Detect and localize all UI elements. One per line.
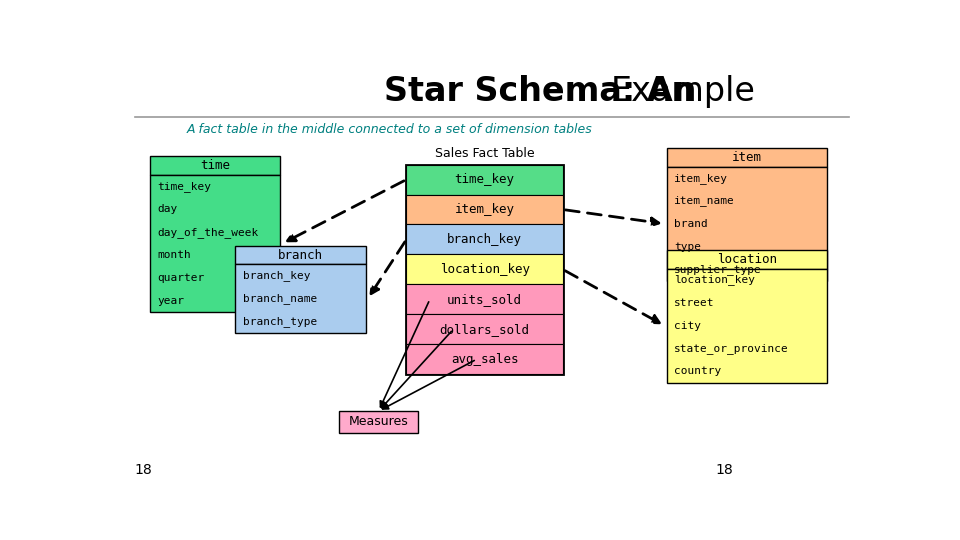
Text: brand: brand bbox=[674, 219, 708, 229]
Text: Star Schema: An: Star Schema: An bbox=[384, 75, 697, 109]
Text: city: city bbox=[674, 321, 701, 330]
Text: supplier_type: supplier_type bbox=[674, 264, 762, 275]
Text: month: month bbox=[157, 250, 191, 260]
Text: 18: 18 bbox=[134, 463, 153, 477]
Text: time_key: time_key bbox=[157, 181, 211, 192]
Text: state_or_province: state_or_province bbox=[674, 343, 789, 354]
Text: location: location bbox=[717, 253, 777, 266]
Bar bbox=[406, 285, 563, 314]
Text: Example: Example bbox=[611, 75, 756, 109]
Text: day: day bbox=[157, 204, 178, 214]
Text: year: year bbox=[157, 296, 184, 306]
Bar bbox=[667, 268, 827, 383]
Bar bbox=[667, 250, 827, 268]
Text: item_key: item_key bbox=[455, 203, 515, 216]
Text: quarter: quarter bbox=[157, 273, 204, 283]
Bar bbox=[340, 411, 418, 433]
Bar bbox=[406, 344, 563, 374]
Text: item_key: item_key bbox=[674, 173, 729, 184]
Text: item: item bbox=[732, 151, 762, 164]
Text: branch_key: branch_key bbox=[243, 271, 310, 281]
Text: location_key: location_key bbox=[674, 274, 756, 286]
Text: country: country bbox=[674, 367, 722, 376]
Bar bbox=[406, 194, 563, 225]
Text: dollars_sold: dollars_sold bbox=[440, 323, 530, 336]
Text: type: type bbox=[674, 242, 701, 252]
Bar bbox=[406, 165, 563, 374]
Text: location_key: location_key bbox=[440, 263, 530, 276]
Text: item_name: item_name bbox=[674, 195, 735, 206]
Text: A fact table in the middle connected to a set of dimension tables: A fact table in the middle connected to … bbox=[187, 123, 592, 136]
Text: day_of_the_week: day_of_the_week bbox=[157, 227, 258, 238]
Bar bbox=[667, 167, 827, 281]
Bar bbox=[150, 156, 280, 175]
Text: Sales Fact Table: Sales Fact Table bbox=[435, 146, 535, 160]
Text: branch_type: branch_type bbox=[243, 316, 317, 327]
Bar bbox=[406, 254, 563, 285]
Bar bbox=[406, 225, 563, 254]
Bar bbox=[235, 246, 366, 265]
Text: branch_name: branch_name bbox=[243, 293, 317, 304]
Text: units_sold: units_sold bbox=[447, 293, 522, 306]
Text: time: time bbox=[200, 159, 229, 172]
Bar bbox=[235, 265, 366, 333]
Bar bbox=[667, 148, 827, 167]
Bar bbox=[406, 165, 563, 194]
Text: Measures: Measures bbox=[348, 415, 408, 428]
Text: branch: branch bbox=[278, 248, 323, 261]
Text: avg_sales: avg_sales bbox=[451, 353, 518, 366]
Bar bbox=[150, 175, 280, 312]
Text: street: street bbox=[674, 298, 715, 308]
Text: branch_key: branch_key bbox=[447, 233, 522, 246]
Bar bbox=[406, 314, 563, 344]
Text: time_key: time_key bbox=[455, 173, 515, 186]
Text: 18: 18 bbox=[715, 463, 732, 477]
